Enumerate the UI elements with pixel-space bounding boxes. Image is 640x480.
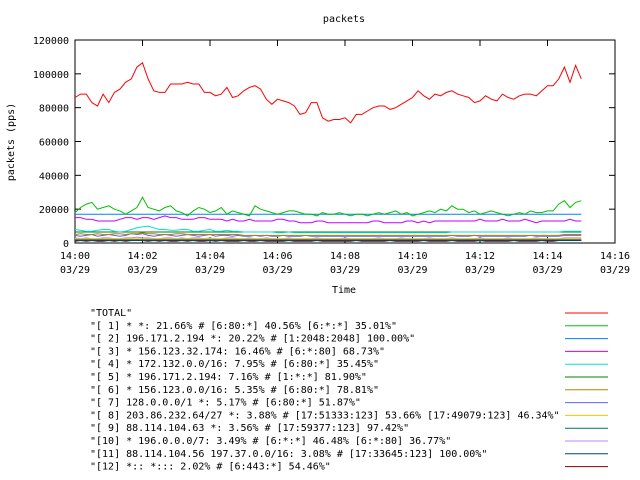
x-tick-time: 14:12 — [465, 251, 495, 262]
x-tick-date: 03/29 — [60, 265, 90, 276]
legend-label: "[ 3] * 156.123.32.174: 16.46% # [6:*:80… — [90, 346, 385, 357]
x-tick-date: 03/29 — [195, 265, 225, 276]
series-line — [74, 225, 582, 234]
x-tick-time: 14:00 — [60, 251, 90, 262]
x-tick-time: 14:14 — [532, 251, 562, 262]
x-axis-ticks: 14:00 03/29 14:02 03/29 14:04 03/29 14:06 03/29… — [60, 40, 630, 276]
x-tick-time: 14:16 — [600, 251, 630, 262]
x-tick-time: 14:10 — [397, 251, 427, 262]
y-tick-label: 40000 — [39, 171, 69, 182]
legend-label: "[ 9] 88.114.104.63 *: 3.56% # [17:59377… — [90, 423, 409, 434]
x-tick-date: 03/29 — [127, 265, 157, 276]
y-tick-label: 20000 — [39, 205, 69, 216]
x-tick-date: 03/29 — [600, 265, 630, 276]
series-lines — [74, 61, 582, 242]
x-tick-time: 14:04 — [195, 251, 225, 262]
series-line — [74, 232, 582, 236]
legend-label: "[ 4] * 172.132.0.0/16: 7.95% # [6:80:*]… — [90, 359, 379, 370]
x-tick-date: 03/29 — [262, 265, 292, 276]
legend-label: "[ 2] 196.171.2.194 *: 20.22% # [1:2048:… — [90, 334, 415, 345]
legend-label: "[ 7] 128.0.0.0/1 *: 5.17% # [6:80:*] 51… — [90, 398, 361, 409]
y-axis-label: packets (pps) — [6, 103, 17, 181]
y-tick-label: 120000 — [33, 36, 69, 47]
series-line — [74, 239, 582, 242]
legend-label: "[ 1] * *: 21.66% # [6:80:*] 40.56% [6:*… — [90, 321, 397, 332]
y-tick-label: 100000 — [33, 70, 69, 81]
x-tick-date: 03/29 — [465, 265, 495, 276]
x-tick-date: 03/29 — [532, 265, 562, 276]
legend-label: "TOTAL" — [90, 308, 132, 319]
x-tick-date: 03/29 — [397, 265, 427, 276]
series-line — [74, 61, 582, 124]
x-axis-label: Time — [332, 285, 356, 296]
legend-label: "[12] *:: *::: 2.02% # [6:443:*] 54.46%" — [90, 462, 331, 473]
chart-title: packets — [323, 14, 365, 25]
legend-label: "[ 6] * 156.123.0.0/16: 5.35% # [6:80:*]… — [90, 385, 379, 396]
series-line — [74, 196, 582, 217]
y-axis-ticks: 0 20000 40000 60000 80000 100000 120000 — [33, 36, 615, 250]
x-tick-time: 14:06 — [262, 251, 292, 262]
legend: "TOTAL" "[ 1] * *: 21.66% # [6:80:*] 40.5… — [90, 308, 608, 473]
x-tick-time: 14:02 — [127, 251, 157, 262]
y-tick-label: 80000 — [39, 104, 69, 115]
legend-label: "[ 5] * 196.171.2.194: 7.16% # [1:*:*] 8… — [90, 372, 367, 383]
x-tick-date: 03/29 — [330, 265, 360, 276]
series-line — [74, 233, 582, 237]
x-tick-time: 14:08 — [330, 251, 360, 262]
legend-label: "[ 8] 203.86.232.64/27 *: 3.88% # [17:51… — [90, 410, 560, 421]
plot-frame — [74, 39, 616, 244]
series-line — [75, 215, 582, 224]
legend-label: "[10] * 196.0.0.0/7: 3.49% # [6:*:*] 46.… — [90, 436, 451, 447]
y-tick-label: 60000 — [39, 138, 69, 149]
legend-label: "[11] 88.114.104.56 197.37.0.0/16: 3.08%… — [90, 449, 487, 460]
y-tick-label: 0 — [63, 239, 69, 250]
